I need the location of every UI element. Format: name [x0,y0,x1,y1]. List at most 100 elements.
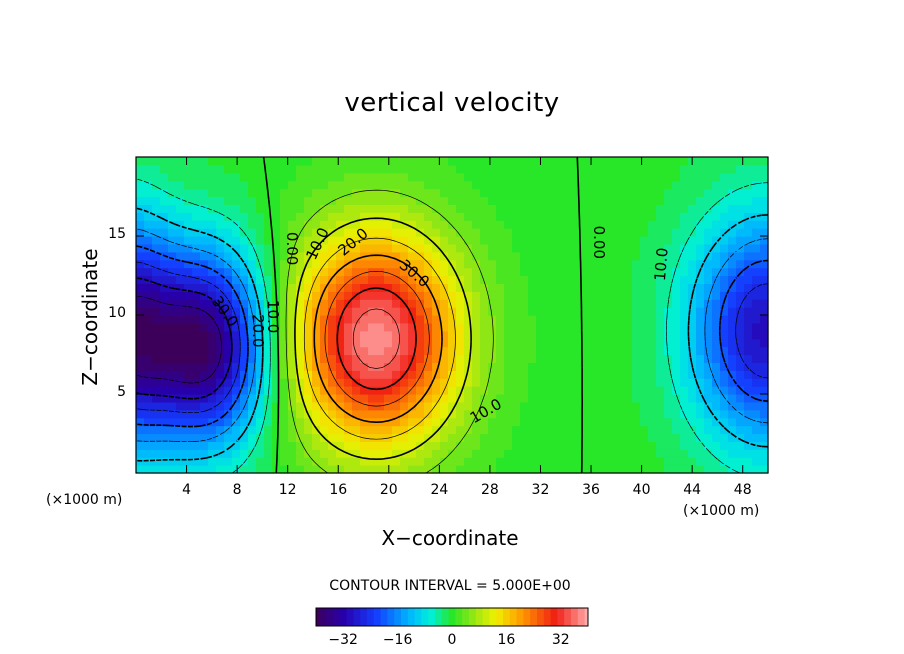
contour-cell [592,259,601,269]
contour-cell [504,465,513,474]
contour-cell [600,204,609,213]
contour-cell [736,188,745,198]
colorbar-tick-label: 32 [551,632,570,648]
contour-cell [576,322,585,332]
contour-cell [136,338,145,348]
contour-cell [440,236,449,245]
contour-cell [544,465,553,474]
contour-cell [736,315,745,324]
contour-cell [656,315,665,324]
contour-cell [496,378,505,387]
contour-cell [536,362,545,371]
contour-cell [584,228,593,237]
contour-cell [488,243,497,253]
contour-cell [408,465,417,474]
contour-cell [408,164,417,174]
contour-cell [528,172,537,182]
contour-cell [584,220,593,229]
contour-cell [136,283,145,292]
contour-cell [488,362,497,371]
contour-cell [504,362,513,371]
contour-cell [664,275,673,284]
contour-cell [392,409,401,419]
contour-cell [224,228,233,237]
contour-cell [472,425,481,435]
contour-cell [504,172,513,182]
contour-cell [152,220,161,229]
contour-cell [696,243,705,253]
contour-cell [296,409,305,419]
contour-cell [432,180,441,190]
contour-cell [424,417,433,427]
contour-cell [568,417,577,427]
contour-cell [184,386,193,395]
contour-cell [624,283,633,292]
contour-cell [552,330,561,340]
contour-cell [496,164,505,174]
contour-cell [384,362,393,371]
colorbar-cell [523,608,528,626]
contour-cell [168,180,177,190]
contour-cell [424,433,433,442]
contour-cell [224,457,233,466]
contour-cell [600,417,609,427]
contour-cell [688,204,697,213]
contour-cell [736,291,745,300]
contour-cell [520,330,529,340]
contour-cell [576,330,585,340]
contour-cell [648,441,657,450]
contour-cell [408,425,417,435]
contour-cell [328,417,337,427]
contour-cell [664,322,673,332]
contour-cell [392,180,401,190]
contour-cell [480,251,489,261]
contour-cell [416,338,425,348]
contour-cell [624,330,633,340]
contour-cell [736,362,745,371]
contour-cell [728,307,737,316]
contour-cell [712,457,721,466]
contour-cell [168,425,177,435]
contour-cell [576,386,585,395]
contour-cell [712,425,721,435]
contour-cell [464,457,473,466]
contour-cell [656,228,665,237]
contour-cell [688,299,697,308]
contour-cell [752,330,761,340]
contour-cell [144,433,153,442]
contour-cell [528,394,537,403]
contour-cell [320,417,329,427]
contour-cell [744,401,753,411]
contour-cell [600,212,609,221]
contour-cell [208,378,217,387]
contour-cell [472,275,481,284]
contour-cell [576,212,585,221]
contour-cell [136,449,145,458]
contour-cell [256,386,265,395]
contour-cell [552,370,561,379]
contour-cell [456,204,465,213]
contour-cell [176,338,185,348]
contour-cell [248,220,257,229]
contour-cell [336,283,345,292]
contour-cell [328,180,337,190]
contour-cell [600,394,609,403]
contour-cell [368,441,377,450]
contour-cell [608,370,617,379]
contour-cell [184,433,193,442]
contour-cell [712,172,721,182]
contour-cell [304,164,313,174]
contour-cell [208,251,217,261]
contour-cell [640,267,649,277]
contour-cell [592,180,601,190]
contour-cell [416,433,425,442]
contour-cell [344,346,353,356]
contour-cell [640,180,649,190]
contour-cell [744,283,753,292]
contour-cell [384,457,393,466]
contour-cell [664,433,673,442]
contour-cell [168,220,177,229]
contour-cell [728,251,737,261]
contour-cell [176,322,185,332]
contour-cell [480,275,489,284]
